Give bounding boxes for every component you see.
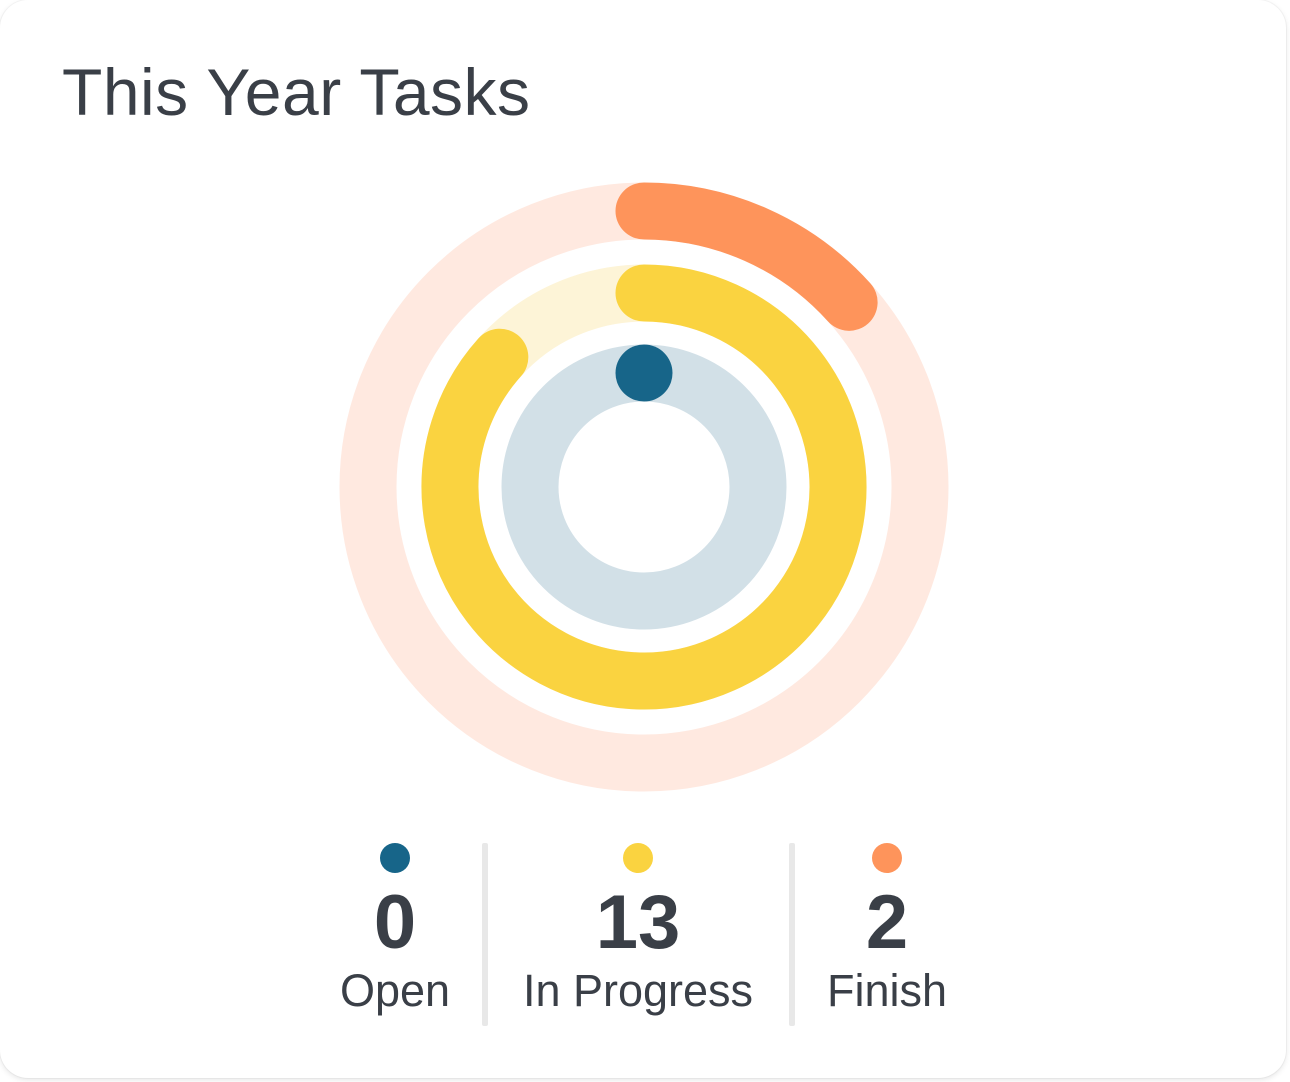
legend-item-finish: 2 Finish [747, 838, 1027, 1038]
legend-item-in-progress: 13 In Progress [498, 838, 778, 1038]
legend-value-in-progress: 13 [595, 880, 681, 965]
legend-dot-finish [872, 843, 902, 873]
value-arc-finish [615, 182, 878, 331]
legend-label-in-progress: In Progress [522, 965, 754, 1016]
legend-dot-in-progress [623, 843, 653, 873]
legend-label-open: Open [339, 965, 451, 1016]
legend-divider [482, 843, 488, 1026]
legend-value-finish: 2 [865, 880, 909, 965]
value-arc-open [615, 344, 673, 402]
legend-item-open: 0 Open [255, 838, 535, 1038]
legend-value-open: 0 [373, 880, 417, 965]
legend-label-finish: Finish [826, 965, 948, 1016]
card-title: This Year Tasks [62, 55, 531, 129]
value-arc-in-progress [421, 264, 867, 710]
legend-dot-open [380, 843, 410, 873]
legend-divider [789, 843, 795, 1026]
